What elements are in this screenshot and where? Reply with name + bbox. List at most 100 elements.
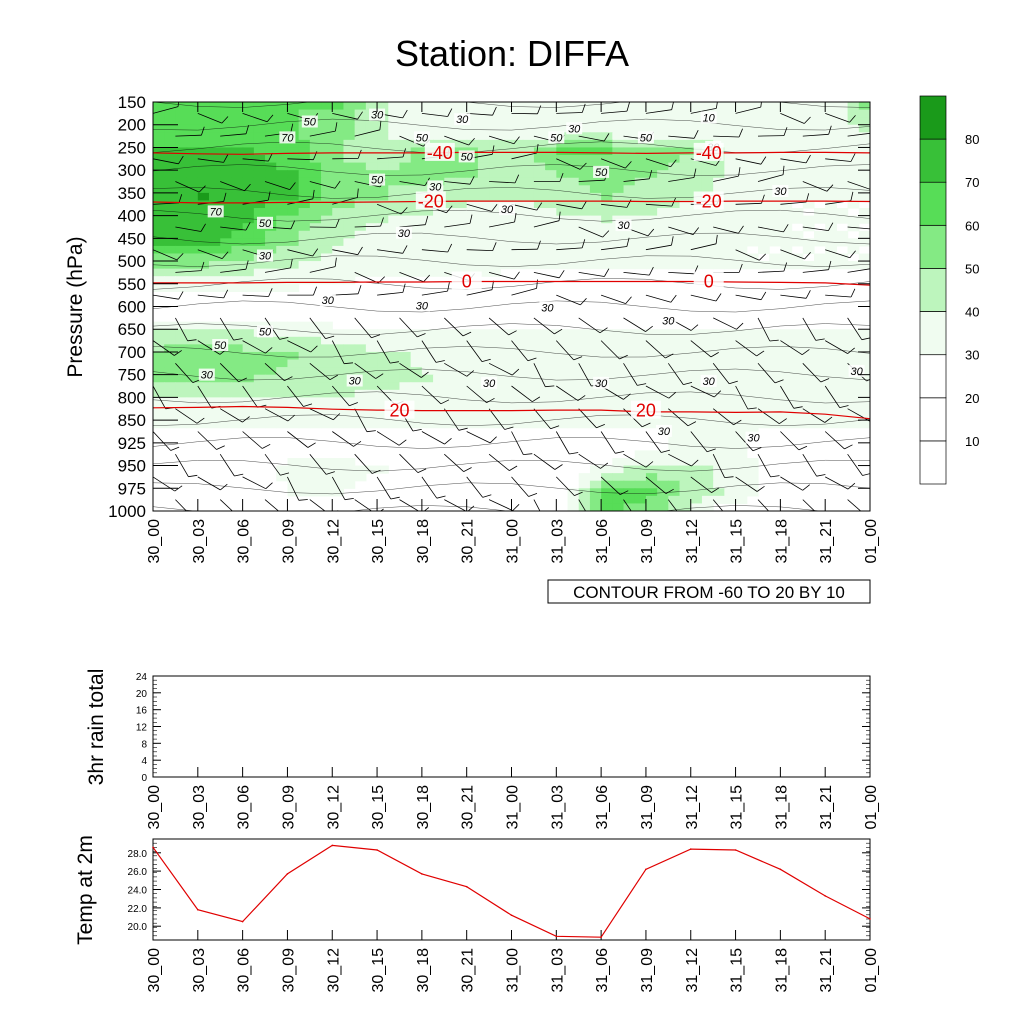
rh-cell <box>802 389 815 398</box>
rh-cell <box>153 382 165 391</box>
wind-barb-shaft <box>555 431 570 455</box>
rh-cell <box>858 170 870 179</box>
wind-barb <box>556 294 587 306</box>
wind-barb-flag <box>220 483 228 491</box>
rh-cell <box>421 215 434 224</box>
rh-cell <box>455 238 468 247</box>
colorbar-bin <box>919 440 947 485</box>
wind-barb-shaft <box>153 202 180 205</box>
rh-cell <box>634 109 647 118</box>
wind-barb-flag <box>776 515 784 519</box>
wind-barb <box>242 431 271 449</box>
wind-barb <box>443 408 468 431</box>
rh-cell <box>847 404 860 414</box>
rh-cell <box>175 344 188 353</box>
rh-cell <box>825 208 837 217</box>
rh-cell <box>164 139 176 149</box>
rh-contour-line <box>153 232 870 245</box>
wind-barb-flag <box>447 282 450 292</box>
wind-barb-flag <box>645 461 654 468</box>
wind-barb-flag <box>357 246 363 255</box>
rh-cell <box>735 329 748 338</box>
wind-barb-shaft <box>377 156 404 160</box>
wind-barb-flag <box>512 504 520 511</box>
rh-cell <box>444 185 457 194</box>
rh-cell <box>309 124 322 133</box>
wind-barb-flag <box>760 291 767 300</box>
rh-cell <box>332 473 345 482</box>
rh-cell <box>813 374 826 383</box>
wind-barb-shaft <box>780 113 805 124</box>
rh-cell <box>623 404 636 414</box>
rh-cell <box>858 147 870 156</box>
wind-barb-shaft <box>825 113 850 123</box>
x-tick-label: 30_00 <box>146 948 163 993</box>
rh-cell <box>645 102 658 111</box>
rh-cell <box>757 359 770 368</box>
wind-barb-flag <box>194 515 202 519</box>
rh-cell <box>545 200 557 209</box>
wind-barb-shaft <box>376 203 402 215</box>
rh-cell <box>746 367 759 376</box>
rh-cell <box>354 253 367 262</box>
rh-cell <box>209 245 221 255</box>
rh-cell <box>578 170 591 179</box>
rh-cell <box>186 147 199 156</box>
wind-barb <box>489 213 517 228</box>
rh-cell <box>343 185 356 194</box>
rh-cell <box>634 162 647 171</box>
rh-cell <box>444 253 457 262</box>
rh-cell <box>500 223 513 232</box>
rh-cell <box>298 473 311 482</box>
rh-cell <box>343 109 356 118</box>
wind-barb-shaft <box>376 476 392 500</box>
rh-cell <box>444 102 457 111</box>
rh-cell <box>220 102 233 111</box>
rh-cell <box>802 170 815 179</box>
wind-barb-shaft <box>780 431 800 451</box>
rh-cell <box>825 367 837 376</box>
wind-barb <box>153 431 180 451</box>
wind-barb <box>847 268 870 273</box>
wind-barb <box>869 158 870 160</box>
rh-cell <box>746 351 759 361</box>
rh-cell <box>298 200 311 209</box>
rh-cell <box>186 412 199 421</box>
rh-cell <box>623 351 636 361</box>
rh-cell <box>623 192 636 202</box>
wind-barb-flag <box>625 296 632 304</box>
wind-barb-shaft <box>623 178 650 182</box>
rh-cell <box>802 238 815 247</box>
rh-cell <box>825 389 837 398</box>
rh-cell <box>802 139 815 149</box>
wind-barb-flag <box>466 370 475 377</box>
rh-cell <box>567 359 580 368</box>
rh-cell <box>377 245 389 255</box>
wind-barb-shaft <box>242 113 268 123</box>
rh-cell <box>858 124 870 133</box>
rh-cell <box>847 215 860 224</box>
wind-barb-shaft <box>197 158 224 163</box>
rh-cell <box>365 351 378 361</box>
rh-cell <box>735 162 748 171</box>
wind-barb <box>488 317 517 336</box>
rh-cell <box>231 245 244 255</box>
wind-barb-flag <box>262 443 271 449</box>
rh-cell <box>780 102 793 111</box>
rh-cell <box>780 109 793 118</box>
rh-cell <box>791 404 804 414</box>
wind-barb-shaft <box>153 431 171 451</box>
x-tick-label: 31_21 <box>818 785 835 830</box>
rh-cell <box>253 208 266 217</box>
rh-cell <box>757 185 770 194</box>
rh-cell <box>567 147 580 156</box>
rh-cell <box>545 117 557 126</box>
rh-cell <box>724 147 737 156</box>
rh-cell <box>287 102 300 111</box>
rh-cell <box>735 351 748 361</box>
rh-cell <box>186 155 199 164</box>
rh-cell <box>309 253 322 262</box>
rh-cell <box>657 488 669 497</box>
wind-barb-flag <box>894 482 900 488</box>
rh-cell <box>197 245 210 255</box>
